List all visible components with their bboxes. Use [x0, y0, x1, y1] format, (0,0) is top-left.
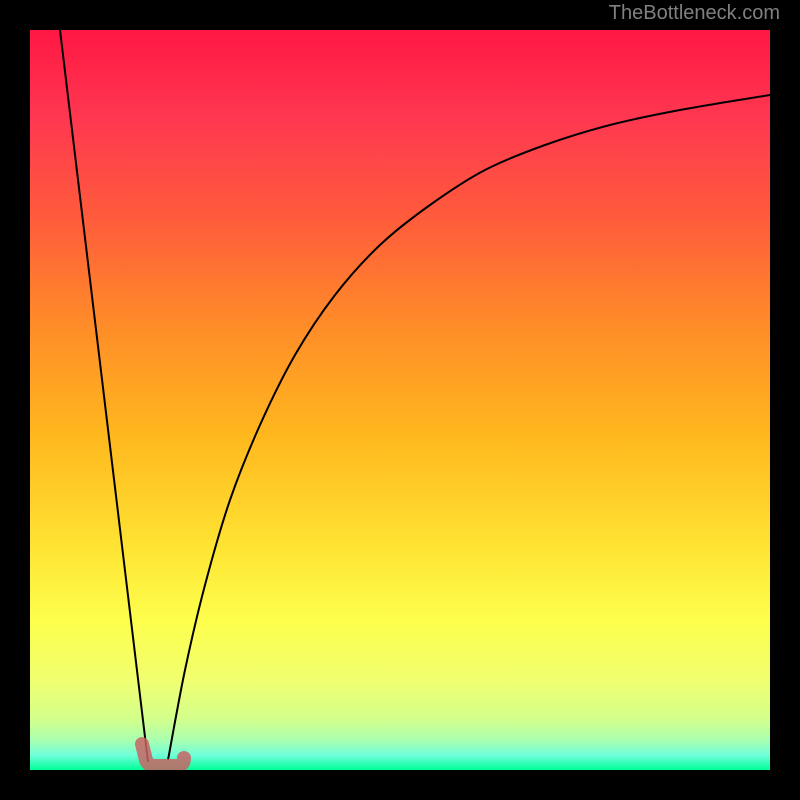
watermark-text: TheBottleneck.com: [609, 2, 780, 25]
right-ascent-curve: [168, 95, 770, 760]
valley-marker: [142, 744, 184, 766]
left-descent-line: [60, 30, 148, 762]
chart-container: TheBottleneck.com: [0, 0, 800, 800]
curve-overlay: [30, 30, 770, 770]
plot-area: [30, 30, 770, 770]
